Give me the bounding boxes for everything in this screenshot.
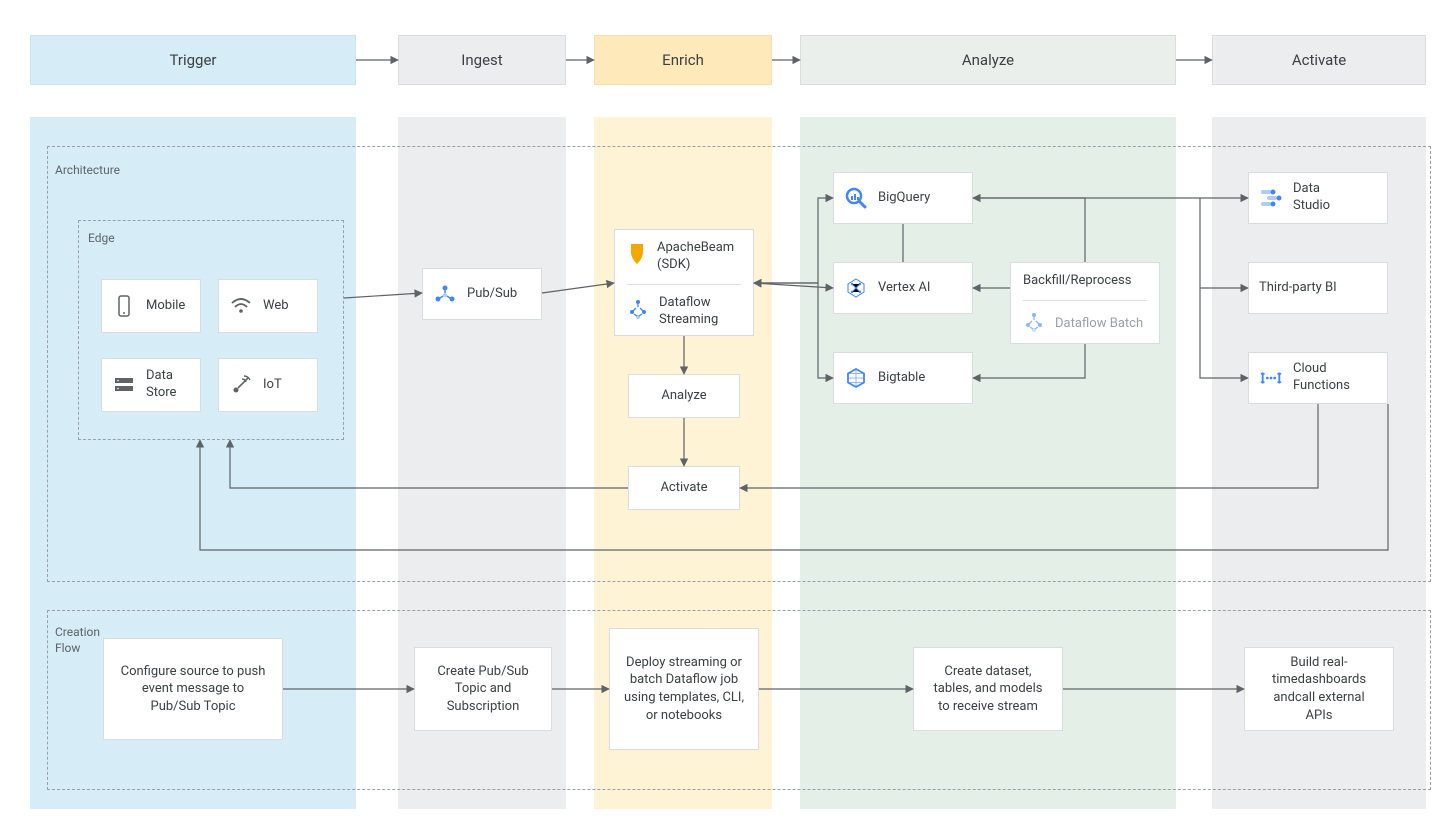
bigquery-icon [844,186,868,210]
apache-beam-label: ApacheBeam (SDK) [657,240,734,274]
stage-header-analyze: Analyze [800,35,1176,85]
datastudio-icon [1259,186,1283,210]
analyze-card-bigquery: BigQuery [833,172,973,224]
activate-card-thirdparty: Third-party BI [1248,262,1388,314]
stage-header-activate: Activate [1212,35,1426,85]
vertex-icon [844,276,868,300]
architecture-label: Architecture [55,163,120,179]
enrich-analyze-box: Analyze [628,374,740,418]
edge-card-datastore: Data Store [101,358,201,412]
flow-card-f5: Build real-timedashboards andcall extern… [1244,647,1394,731]
edge-label: Edge [88,231,115,247]
activate-card-cloudfn: Cloud Functions [1248,352,1388,404]
edge-card-datastore-label: Data Store [146,368,176,402]
analyze-card-vertex-label: Vertex AI [878,280,930,297]
edge-card-mobile: Mobile [101,279,201,333]
dataflow-batch-label: Dataflow Batch [1055,316,1143,333]
stage-header-ingest: Ingest [398,35,566,85]
dataflow-batch-icon [1023,311,1045,339]
ingest-card-pubsub: Pub/Sub [422,268,542,320]
beam-icon [627,242,647,272]
creation-flow-label: Creation Flow [55,625,100,656]
activate-card-cloudfn-label: Cloud Functions [1293,361,1350,395]
iot-icon [229,373,253,397]
analyze-card-bigtable: Bigtable [833,352,973,404]
edge-card-web-label: Web [263,298,289,315]
cloudfn-icon [1259,366,1283,390]
edge-card-iot: IoT [218,358,318,412]
activate-card-datastudio-label: Data Studio [1293,181,1330,215]
activate-card-thirdparty-label: Third-party BI [1259,280,1337,297]
stage-header-enrich: Enrich [594,35,772,85]
edge-card-web: Web [218,279,318,333]
bigtable-icon [844,366,868,390]
mobile-icon [112,294,136,318]
edge-card-iot-label: IoT [263,377,282,394]
flow-card-f3: Deploy streaming or batch Dataflow job u… [609,628,759,750]
enrich-dataflow-card: ApacheBeam (SDK) Dataflow Streaming [614,229,754,336]
analyze-card-bigquery-label: BigQuery [878,190,930,207]
enrich-activate-box: Activate [628,466,740,510]
flow-card-f2: Create Pub/Sub Topic and Subscription [414,647,552,731]
flow-card-f1: Configure source to push event message t… [103,638,283,740]
backfill-card: Backfill/Reprocess Dataflow Batch [1010,262,1160,344]
stage-header-trigger: Trigger [30,35,356,85]
pubsub-icon [433,282,457,306]
datastore-icon [112,373,136,397]
activate-card-datastudio: Data Studio [1248,172,1388,224]
dataflow-icon [627,298,649,326]
backfill-title: Backfill/Reprocess [1023,273,1131,290]
analyze-card-bigtable-label: Bigtable [878,370,925,387]
wifi-icon [229,294,253,318]
dataflow-streaming-label: Dataflow Streaming [659,295,718,329]
flow-card-f4: Create dataset, tables, and models to re… [913,647,1063,731]
edge-card-mobile-label: Mobile [146,298,185,315]
ingest-card-pubsub-label: Pub/Sub [467,286,517,303]
analyze-card-vertex: Vertex AI [833,262,973,314]
